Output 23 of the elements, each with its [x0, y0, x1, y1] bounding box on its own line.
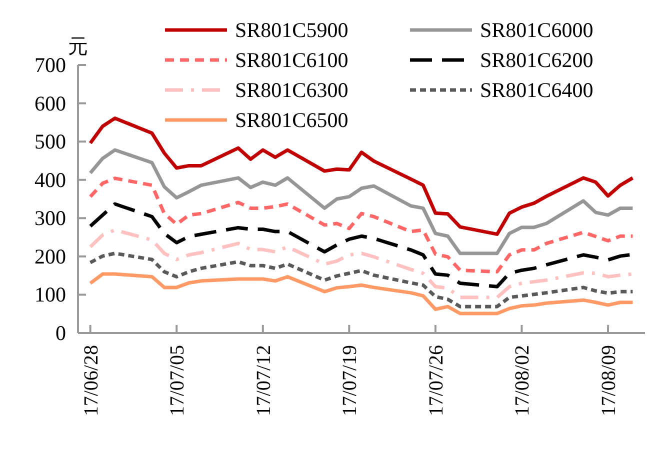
x-tick-label: 17/07/19 — [339, 345, 362, 416]
legend-label: SR801C6200 — [480, 48, 594, 72]
y-tick-label: 400 — [34, 168, 66, 192]
legend-label: SR801C6100 — [235, 48, 348, 72]
x-tick-label: 17/07/12 — [252, 345, 275, 416]
y-tick-label: 700 — [34, 53, 66, 77]
y-tick-label: 100 — [34, 282, 66, 307]
y-axis-title: 元 — [68, 36, 88, 58]
x-tick-label: 17/07/05 — [166, 345, 189, 416]
legend-label: SR801C5900 — [235, 18, 348, 42]
y-tick-label: 0 — [56, 321, 66, 345]
legend-label: SR801C6400 — [480, 78, 594, 102]
legend-label: SR801C6500 — [235, 108, 348, 132]
x-tick-label: 17/06/28 — [80, 345, 102, 416]
legend-label: SR801C6300 — [235, 78, 348, 102]
x-tick-label: 17/08/02 — [512, 345, 534, 416]
y-tick-label: 500 — [34, 130, 66, 154]
x-tick-label: 17/08/09 — [598, 345, 620, 416]
y-tick-label: 600 — [34, 91, 66, 116]
y-tick-label: 300 — [34, 206, 66, 230]
legend-label: SR801C6000 — [480, 18, 594, 42]
y-tick-label: 200 — [34, 244, 66, 268]
x-tick-label: 17/07/26 — [425, 345, 448, 416]
